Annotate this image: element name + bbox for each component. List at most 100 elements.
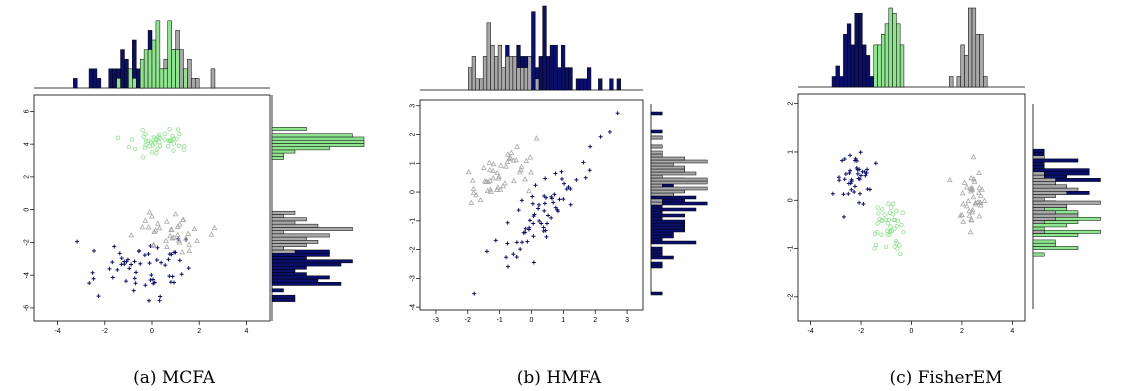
point-circle [174,136,179,142]
point-triangle [522,176,529,182]
point-triangle [508,149,515,155]
point-circle [882,212,887,217]
point-circle [171,136,176,141]
point-circle [143,142,148,148]
point-circle [148,140,154,145]
point-plus [523,226,528,231]
point-plus [562,181,567,186]
point-plus [588,144,593,149]
point-circle [153,136,158,142]
x-tick-label: -1 [497,317,503,324]
point-triangle [510,157,517,163]
point-plus [853,158,858,163]
point-plus [493,238,498,243]
point-triangle [477,196,484,203]
right-hist-bar [1032,158,1079,163]
point-plus [117,251,122,256]
point-triangle [180,216,187,223]
point-circle [873,242,879,248]
y-tick-label: 1 [788,150,795,154]
point-triangle [526,187,532,194]
point-plus [536,202,541,207]
top-hist-bar [179,49,184,89]
point-plus [92,248,97,253]
point-triangle [469,177,476,183]
point-plus [553,171,558,176]
right-hist-bar [271,214,284,218]
point-triangle [976,169,982,175]
point-plus [583,175,588,180]
top-hist-bar [531,11,536,91]
point-triangle [150,241,157,247]
top-hist-bar [564,67,569,91]
point-plus [75,239,80,244]
point-circle [887,210,893,215]
right-hist-bar [271,246,284,251]
top-hist-bar [553,44,558,91]
y-tick-label: -1 [410,218,417,224]
top-hist-bar [475,78,480,91]
point-triangle [511,177,517,184]
top-hist-bar [850,44,856,88]
point-triangle [211,224,218,231]
point-triangle [152,227,159,233]
point-plus [607,129,612,134]
top-hist-bar [96,78,102,89]
top-hist-bar [979,34,984,88]
point-plus [151,281,156,286]
point-triangle [139,224,146,230]
top-hist-bar [195,78,200,89]
right-hist-bar [271,278,319,283]
point-circle [153,137,159,143]
point-triangle [965,197,972,204]
right-hist-bar [650,207,697,212]
point-triangle [969,206,976,213]
right-hist-bar [650,129,663,134]
point-plus [853,184,858,189]
point-triangle [145,224,152,230]
right-hist-bar [1032,171,1045,176]
right-hist-bar [1032,187,1079,192]
right-hist-bar [650,198,663,203]
top-hist-bar [486,22,491,91]
top-hist-bar [968,7,973,88]
point-triangle [176,221,183,227]
point-plus [864,171,869,176]
point-plus [836,175,841,180]
top-hist-bar [896,23,901,88]
point-circle [141,134,146,139]
right-hist-bar [271,236,307,241]
right-hist-bar [271,252,330,257]
y-tick-label: 3 [410,104,417,108]
right-hist-bar [271,152,284,157]
point-triangle [528,169,534,175]
top-hist-bar [497,44,503,91]
panel-fisherem: -4 -2 0 2 4 -2 -1 0 1 2 [788,7,1101,335]
point-circle [140,127,145,133]
point-plus [90,270,95,275]
point-plus [541,228,546,233]
point-plus [149,273,154,278]
top-hist-bar [124,58,129,89]
point-circle [897,243,902,248]
point-triangle [976,184,983,190]
point-plus [842,177,847,182]
point-circle [126,145,132,150]
point-plus [527,218,532,223]
top-hist-bar [846,23,852,88]
point-plus [177,258,182,263]
point-plus [545,221,550,226]
point-triangle [533,135,540,141]
top-hist-bar [147,49,153,89]
point-triangle [497,186,504,192]
right-hist-bar [650,171,697,176]
point-triangle [185,230,192,236]
point-plus [119,256,124,261]
top-hist-bar [508,56,514,91]
panel-hmfa: -3 -2 -1 0 1 2 3 -4 -3 -2 -1 0 1 2 3 [410,5,708,324]
right-hist-bar [1032,174,1045,179]
right-hist-bar [1032,226,1045,231]
point-circle [147,143,152,149]
top-hist-bar [128,68,133,89]
point-plus [170,274,175,279]
